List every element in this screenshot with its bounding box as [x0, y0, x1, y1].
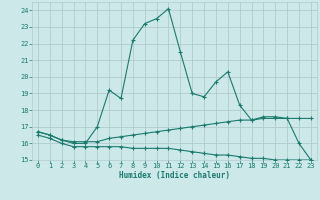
X-axis label: Humidex (Indice chaleur): Humidex (Indice chaleur) — [119, 171, 230, 180]
